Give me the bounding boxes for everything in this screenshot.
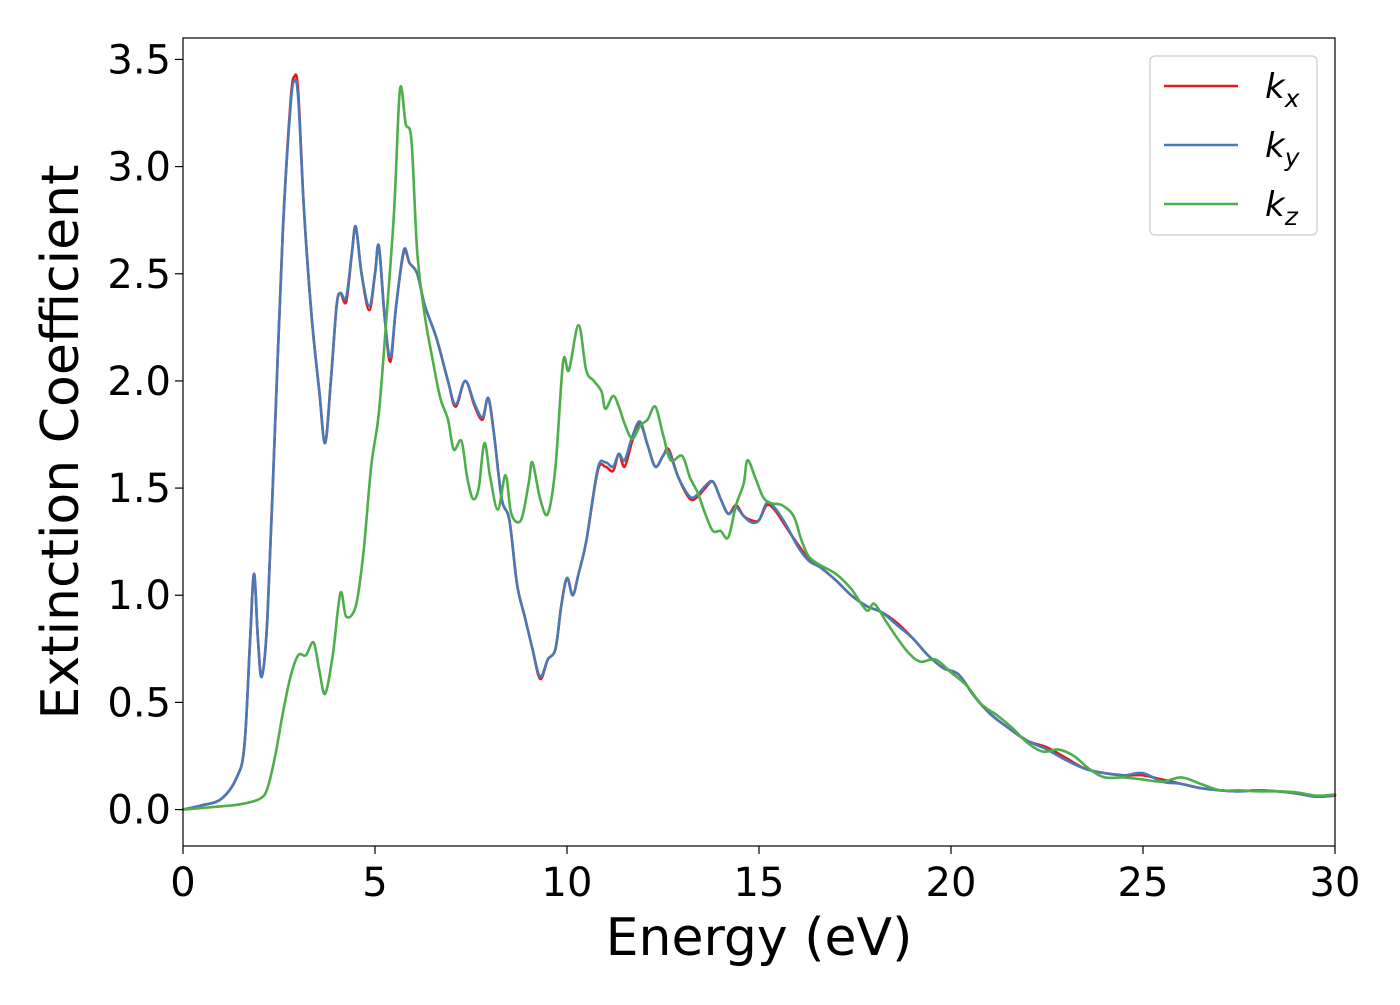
y-tick-label: 2.5 [107, 252, 171, 298]
y-axis: 0.0 0.5 1.0 1.5 2.0 2.5 3.0 3.5 [107, 37, 183, 834]
y-tick-label: 1.0 [107, 573, 171, 619]
y-axis-label: Extinction Coefficient [31, 165, 91, 720]
x-tick-label: 0 [170, 860, 195, 906]
y-tick-label: 3.5 [107, 37, 171, 83]
y-tick-label: 1.5 [107, 466, 171, 512]
x-tick-label: 25 [1118, 860, 1169, 906]
y-tick-label: 0.0 [107, 788, 171, 834]
x-axis: 0 5 10 15 20 25 30 [170, 846, 1360, 906]
series-layer [181, 73, 1337, 811]
x-axis-label: Energy (eV) [606, 908, 913, 968]
x-tick-label: 10 [542, 860, 593, 906]
y-tick-label: 2.0 [107, 359, 171, 405]
x-tick-label: 20 [926, 860, 977, 906]
series-line-k-z [181, 85, 1337, 811]
y-tick-label: 3.0 [107, 145, 171, 191]
y-tick-label: 0.5 [107, 680, 171, 726]
x-tick-label: 5 [362, 860, 387, 906]
x-tick-label: 15 [734, 860, 785, 906]
x-tick-label: 30 [1310, 860, 1361, 906]
